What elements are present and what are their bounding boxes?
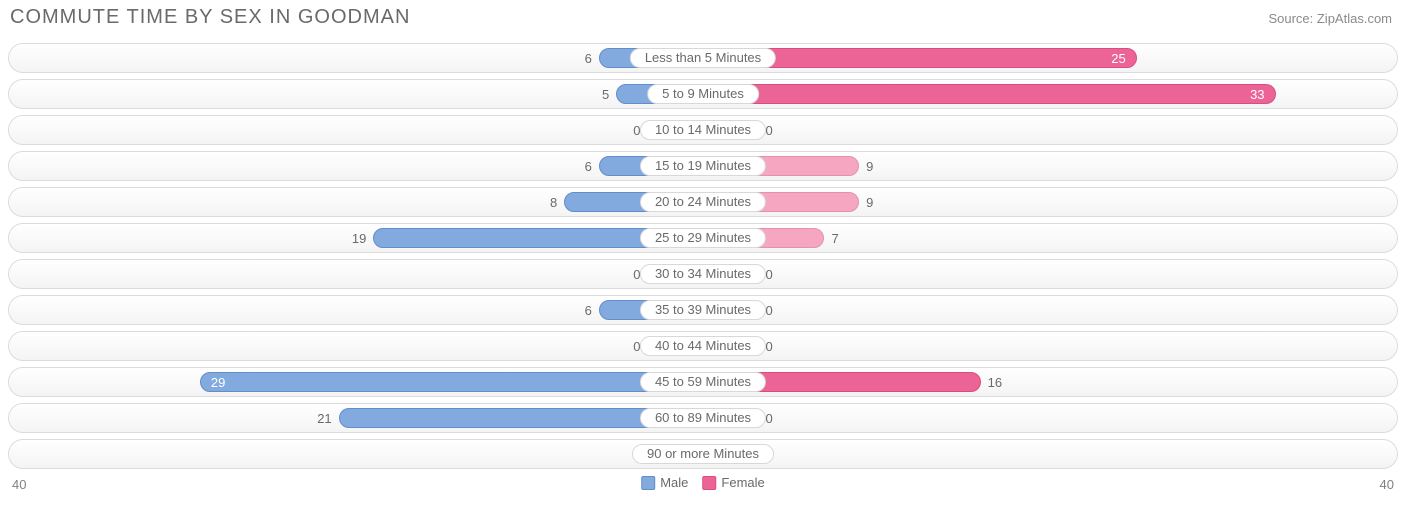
male-value: 6 bbox=[585, 49, 600, 67]
chart-row: 5 33 5 to 9 Minutes bbox=[8, 79, 1398, 109]
female-value: 9 bbox=[858, 193, 873, 211]
male-value: 8 bbox=[550, 193, 565, 211]
male-half: 19 bbox=[9, 224, 703, 252]
male-half: 0 bbox=[9, 440, 703, 468]
female-value: 7 bbox=[823, 229, 838, 247]
female-half: 9 bbox=[703, 188, 1397, 216]
male-swatch-icon bbox=[641, 476, 655, 490]
male-half: 0 bbox=[9, 260, 703, 288]
chart-row: 0090 or more Minutes bbox=[8, 439, 1398, 469]
category-label: 25 to 29 Minutes bbox=[640, 228, 766, 248]
chart-title: COMMUTE TIME BY SEX IN GOODMAN bbox=[10, 6, 410, 29]
chart-row: 19 7 25 to 29 Minutes bbox=[8, 223, 1398, 253]
chart-row: 6 035 to 39 Minutes bbox=[8, 295, 1398, 325]
chart-row: 6 25 Less than 5 Minutes bbox=[8, 43, 1398, 73]
legend-item-male: Male bbox=[641, 475, 688, 490]
axis-max-left: 40 bbox=[12, 477, 26, 492]
chart-row: 6 9 15 to 19 Minutes bbox=[8, 151, 1398, 181]
chart-rows: 6 25 Less than 5 Minutes 5 33 5 to 9 Minutes 0… bbox=[8, 43, 1398, 469]
male-half: 6 bbox=[9, 296, 703, 324]
category-label: 90 or more Minutes bbox=[632, 444, 774, 464]
female-half: 0 bbox=[703, 440, 1397, 468]
chart-row: 0030 to 34 Minutes bbox=[8, 259, 1398, 289]
male-half: 0 bbox=[9, 116, 703, 144]
category-label: 15 to 19 Minutes bbox=[640, 156, 766, 176]
female-half: 9 bbox=[703, 152, 1397, 180]
axis-max-right: 40 bbox=[1380, 477, 1394, 492]
female-half: 16 bbox=[703, 368, 1397, 396]
female-value: 25 bbox=[1101, 49, 1135, 67]
male-value: 29 bbox=[201, 373, 235, 391]
female-half: 0 bbox=[703, 260, 1397, 288]
male-value: 19 bbox=[352, 229, 374, 247]
female-half: 25 bbox=[703, 44, 1397, 72]
female-swatch-icon bbox=[702, 476, 716, 490]
category-label: 20 to 24 Minutes bbox=[640, 192, 766, 212]
category-label: 45 to 59 Minutes bbox=[640, 372, 766, 392]
chart-source: Source: ZipAtlas.com bbox=[1268, 11, 1392, 26]
female-bar: 33 bbox=[703, 84, 1276, 104]
female-half: 0 bbox=[703, 332, 1397, 360]
chart-header: COMMUTE TIME BY SEX IN GOODMAN Source: Z… bbox=[8, 4, 1398, 37]
chart-row: 21 060 to 89 Minutes bbox=[8, 403, 1398, 433]
male-value: 6 bbox=[585, 157, 600, 175]
legend: Male Female bbox=[641, 475, 765, 490]
category-label: Less than 5 Minutes bbox=[630, 48, 776, 68]
male-half: 6 bbox=[9, 44, 703, 72]
category-label: 40 to 44 Minutes bbox=[640, 336, 766, 356]
category-label: 5 to 9 Minutes bbox=[647, 84, 759, 104]
male-half: 0 bbox=[9, 332, 703, 360]
female-half: 0 bbox=[703, 116, 1397, 144]
chart-container: COMMUTE TIME BY SEX IN GOODMAN Source: Z… bbox=[0, 0, 1406, 503]
female-half: 7 bbox=[703, 224, 1397, 252]
male-value: 5 bbox=[602, 85, 617, 103]
chart-footer: 40 40 Male Female bbox=[8, 475, 1398, 499]
category-label: 10 to 14 Minutes bbox=[640, 120, 766, 140]
female-half: 33 bbox=[703, 80, 1397, 108]
female-value: 16 bbox=[980, 373, 1002, 391]
male-value: 6 bbox=[585, 301, 600, 319]
category-label: 30 to 34 Minutes bbox=[640, 264, 766, 284]
legend-label: Female bbox=[721, 475, 764, 490]
male-value: 21 bbox=[317, 409, 339, 427]
legend-item-female: Female bbox=[702, 475, 764, 490]
male-half: 6 bbox=[9, 152, 703, 180]
male-half: 29 bbox=[9, 368, 703, 396]
female-half: 0 bbox=[703, 296, 1397, 324]
male-half: 5 bbox=[9, 80, 703, 108]
female-half: 0 bbox=[703, 404, 1397, 432]
male-bar: 29 bbox=[200, 372, 703, 392]
female-value: 9 bbox=[858, 157, 873, 175]
chart-row: 0040 to 44 Minutes bbox=[8, 331, 1398, 361]
legend-label: Male bbox=[660, 475, 688, 490]
category-label: 35 to 39 Minutes bbox=[640, 300, 766, 320]
chart-row: 29 16 45 to 59 Minutes bbox=[8, 367, 1398, 397]
male-half: 21 bbox=[9, 404, 703, 432]
male-half: 8 bbox=[9, 188, 703, 216]
chart-row: 8 9 20 to 24 Minutes bbox=[8, 187, 1398, 217]
chart-row: 0010 to 14 Minutes bbox=[8, 115, 1398, 145]
female-value: 33 bbox=[1240, 85, 1274, 103]
category-label: 60 to 89 Minutes bbox=[640, 408, 766, 428]
